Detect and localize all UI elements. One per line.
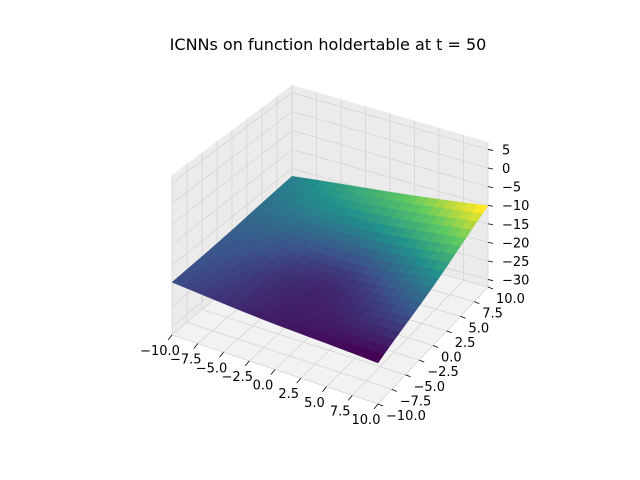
- y-tick-label: 10.0: [496, 292, 525, 307]
- z-tick-mark: [487, 260, 494, 263]
- axis-ticks: −10.0−7.5−5.0−2.50.02.55.07.510.0 −10.0−7…: [140, 143, 529, 428]
- grid-line-z: [171, 130, 489, 225]
- surface-facet: [367, 351, 384, 364]
- z-tick-label: −20: [502, 236, 529, 251]
- z-tick-label: −25: [502, 255, 529, 270]
- y-tick-mark: [460, 315, 466, 319]
- z-tick-label: 5: [502, 143, 510, 158]
- x-tick-label: 2.5: [278, 387, 299, 402]
- z-tick-mark: [487, 149, 494, 151]
- x-tick-label: −7.5: [170, 353, 202, 368]
- x-tick-mark: [296, 377, 302, 384]
- z-tick-mark: [487, 223, 494, 226]
- y-tick-mark: [419, 359, 425, 363]
- y-tick-mark: [377, 403, 384, 407]
- z-tick-mark: [487, 186, 494, 189]
- y-tick-label: −2.5: [427, 365, 459, 380]
- x-tick-mark: [244, 360, 250, 367]
- y-tick-label: 5.0: [469, 321, 490, 336]
- grid-line-z: [171, 149, 489, 246]
- x-tick-mark: [167, 334, 173, 341]
- x-tick-mark: [270, 369, 276, 375]
- y-tick-mark: [446, 330, 452, 334]
- y-tick-mark: [432, 345, 439, 348]
- x-tick-mark: [193, 343, 199, 349]
- y-tick-mark: [391, 389, 397, 392]
- grid-line-y: [201, 152, 406, 376]
- z-tick-mark: [487, 241, 494, 244]
- x-tick-mark: [219, 352, 224, 358]
- y-tick-mark: [487, 286, 494, 290]
- y-tick-mark: [474, 301, 480, 304]
- y-tick-label: 7.5: [482, 307, 503, 322]
- x-tick-mark: [347, 395, 353, 401]
- x-tick-mark: [322, 386, 327, 392]
- x-tick-label: −10.0: [140, 344, 180, 359]
- surface-plot: [171, 175, 489, 364]
- z-tick-mark: [487, 279, 494, 281]
- z-tick-label: −15: [502, 218, 529, 233]
- grid-line-z: [171, 92, 489, 184]
- grid-line-y: [186, 163, 392, 390]
- z-tick-label: −5: [502, 181, 521, 196]
- x-tick-mark: [373, 403, 379, 410]
- y-tick-label: −5.0: [414, 380, 446, 395]
- z-tick-mark: [487, 167, 494, 170]
- x-tick-label: 7.5: [330, 404, 351, 419]
- z-tick-mark: [487, 204, 494, 207]
- x-tick-label: −5.0: [196, 361, 228, 376]
- z-tick-label: −30: [502, 274, 529, 289]
- y-tick-label: −10.0: [386, 409, 426, 424]
- x-tick-label: 10.0: [352, 413, 381, 428]
- y-tick-label: −7.5: [400, 394, 432, 409]
- z-tick-label: −10: [502, 199, 529, 214]
- grid-line-z: [171, 111, 489, 205]
- z-tick-label: 0: [502, 162, 510, 177]
- x-tick-label: 5.0: [304, 396, 325, 411]
- y-tick-mark: [405, 374, 411, 378]
- y-tick-label: 2.5: [455, 336, 476, 351]
- y-tick-label: 0.0: [441, 351, 462, 366]
- x-tick-label: 0.0: [253, 379, 274, 394]
- x-tick-label: −2.5: [221, 370, 253, 385]
- chart-title: ICNNs on function holdertable at t = 50: [170, 35, 487, 54]
